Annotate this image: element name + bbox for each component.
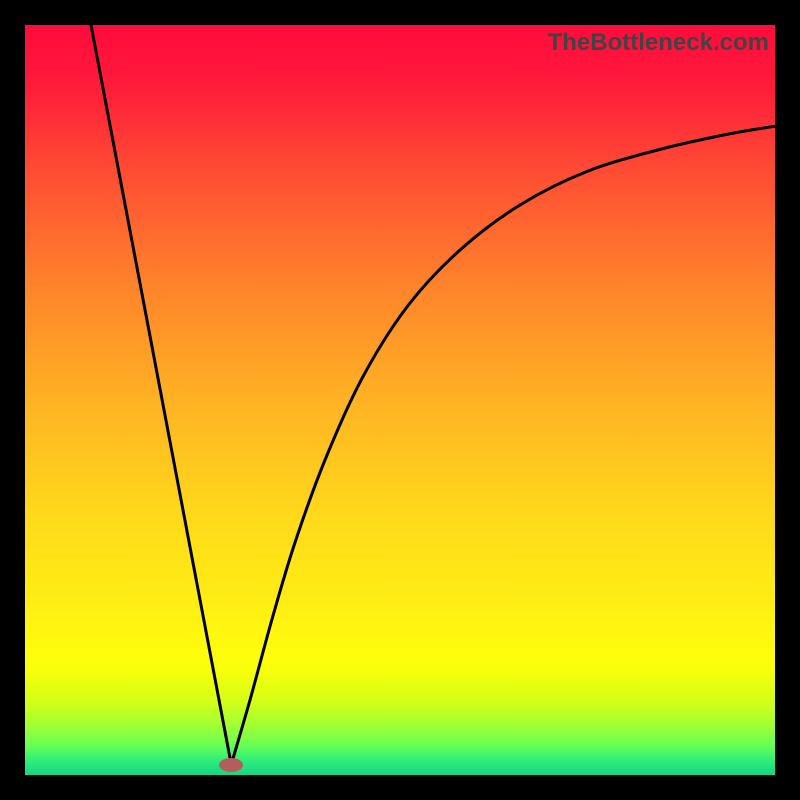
curve-layer bbox=[25, 25, 775, 775]
chart-container: TheBottleneck.com bbox=[0, 0, 800, 800]
right-curve bbox=[231, 126, 775, 764]
left-line bbox=[91, 25, 231, 765]
minimum-marker bbox=[219, 758, 243, 772]
plot-area: TheBottleneck.com bbox=[25, 25, 775, 775]
